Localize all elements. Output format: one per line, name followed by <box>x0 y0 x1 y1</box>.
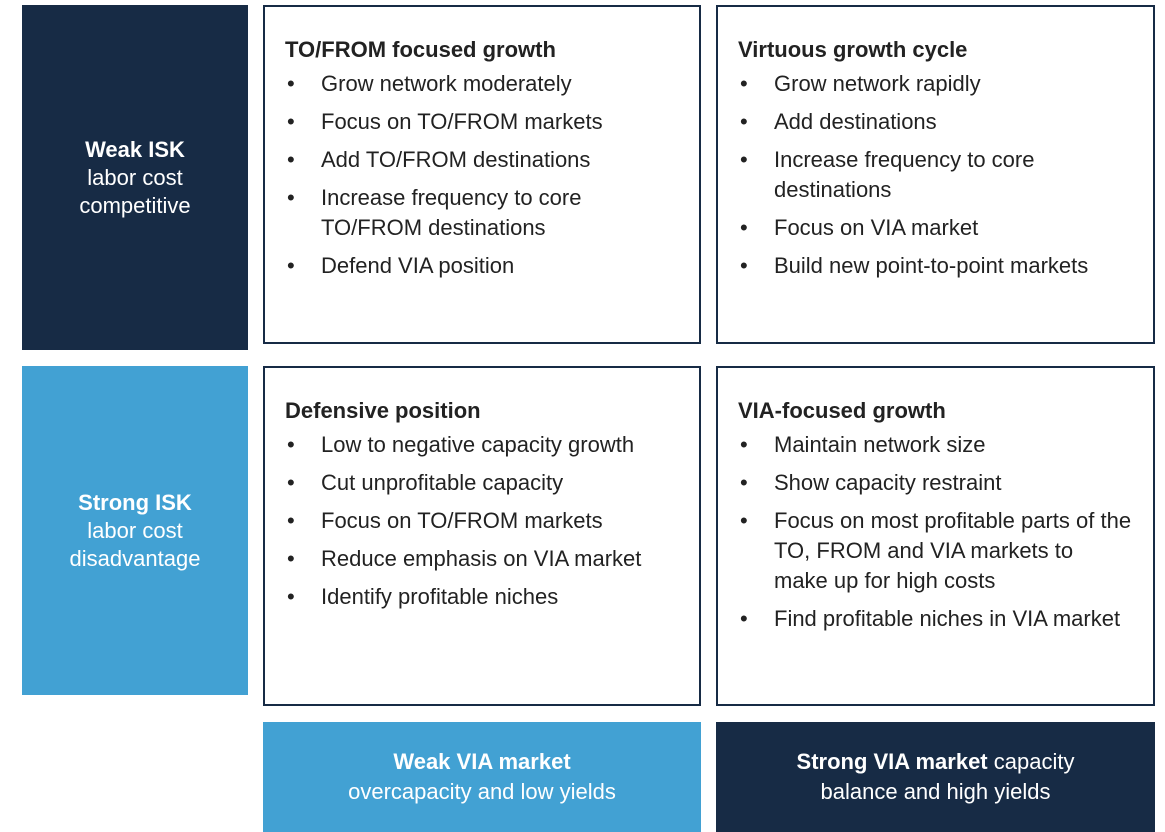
row-label: Weak ISK labor cost competitive <box>22 5 248 350</box>
bullet-text: Increase frequency to core TO/FROM desti… <box>321 185 582 240</box>
column-label-text: capacity balance and high yields <box>820 749 1075 804</box>
cell: TO/FROM focused growth Grow network moder… <box>263 5 701 344</box>
bullet: Add TO/FROM destinations <box>285 145 679 175</box>
bullet: Maintain network size <box>738 430 1133 460</box>
bullet: Add destinations <box>738 107 1133 137</box>
bullet-text: Identify profitable niches <box>321 584 559 609</box>
row-label-bold: Weak ISK <box>85 136 185 162</box>
column-label: Weak VIA market overcapacity and low yiel… <box>263 722 701 832</box>
bullet-list: Grow network rapidly Add destinations Incr… <box>738 69 1133 281</box>
bullet: Identify profitable niches <box>285 582 679 612</box>
cell-title: TO/FROM focused growth <box>285 37 556 62</box>
column-label: Strong VIA market capacity balance and h… <box>716 722 1155 832</box>
bullet-text: Build new point-to-point markets <box>774 253 1089 278</box>
bullet: Show capacity restraint <box>738 468 1133 498</box>
bullet-text: Defend VIA position <box>321 253 515 278</box>
bullet-text: Focus on TO/FROM markets <box>321 109 603 134</box>
bullet: Increase frequency to core TO/FROM desti… <box>285 183 679 243</box>
bullet: Grow network rapidly <box>738 69 1133 99</box>
bullet: Reduce emphasis on VIA market <box>285 544 679 574</box>
bullet-text: Focus on most profitable parts of the TO… <box>774 508 1132 593</box>
bullet-text: Cut unprofitable capacity <box>321 470 564 495</box>
bullet: Grow network moderately <box>285 69 679 99</box>
cell: VIA-focused growth Maintain network size S… <box>716 366 1155 706</box>
bullet: Focus on TO/FROM markets <box>285 107 679 137</box>
column-label-bold: Weak VIA market <box>393 749 571 774</box>
bullet-text: Find profitable niches in VIA market <box>774 606 1121 631</box>
bullet-text: Focus on TO/FROM markets <box>321 508 603 533</box>
column-label-text: overcapacity and low yields <box>348 779 616 804</box>
bullet: Defend VIA position <box>285 251 679 281</box>
bullet-text: Grow network rapidly <box>774 71 981 96</box>
bullet: Low to negative capacity growth <box>285 430 679 460</box>
bullet-text: Maintain network size <box>774 432 986 457</box>
bullet-text: Low to negative capacity growth <box>321 432 635 457</box>
bullet-list: Low to negative capacity growth Cut unpro… <box>285 430 679 612</box>
row-label: Strong ISK labor cost disadvantage <box>22 366 248 695</box>
cell-title: Defensive position <box>285 398 481 423</box>
bullet: Build new point-to-point markets <box>738 251 1133 281</box>
cell-title: VIA-focused growth <box>738 398 946 423</box>
bullet-list: Grow network moderately Focus on TO/FROM … <box>285 69 679 281</box>
bullet: Focus on VIA market <box>738 213 1133 243</box>
cell: Defensive position Low to negative capaci… <box>263 366 701 706</box>
bullet-list: Maintain network size Show capacity restr… <box>738 430 1133 634</box>
bullet-text: Increase frequency to core destinations <box>774 147 1035 202</box>
bullet: Focus on TO/FROM markets <box>285 506 679 536</box>
bullet-text: Focus on VIA market <box>774 215 979 240</box>
cell: Virtuous growth cycle Grow network rapidl… <box>716 5 1155 344</box>
row-label-text: labor cost disadvantage <box>69 517 201 571</box>
row-label-text: labor cost competitive <box>79 164 191 218</box>
bullet: Focus on most profitable parts of the TO… <box>738 506 1133 596</box>
bullet: Increase frequency to core destinations <box>738 145 1133 205</box>
bullet-text: Grow network moderately <box>321 71 572 96</box>
bullet: Cut unprofitable capacity <box>285 468 679 498</box>
bullet: Find profitable niches in VIA market <box>738 604 1133 634</box>
row-label-bold: Strong ISK <box>78 489 192 515</box>
cell-title: Virtuous growth cycle <box>738 37 968 62</box>
bullet-text: Reduce emphasis on VIA market <box>321 546 642 571</box>
bullet-text: Show capacity restraint <box>774 470 1002 495</box>
bullet-text: Add TO/FROM destinations <box>321 147 591 172</box>
bullet-text: Add destinations <box>774 109 937 134</box>
column-label-bold: Strong VIA market <box>796 749 988 774</box>
